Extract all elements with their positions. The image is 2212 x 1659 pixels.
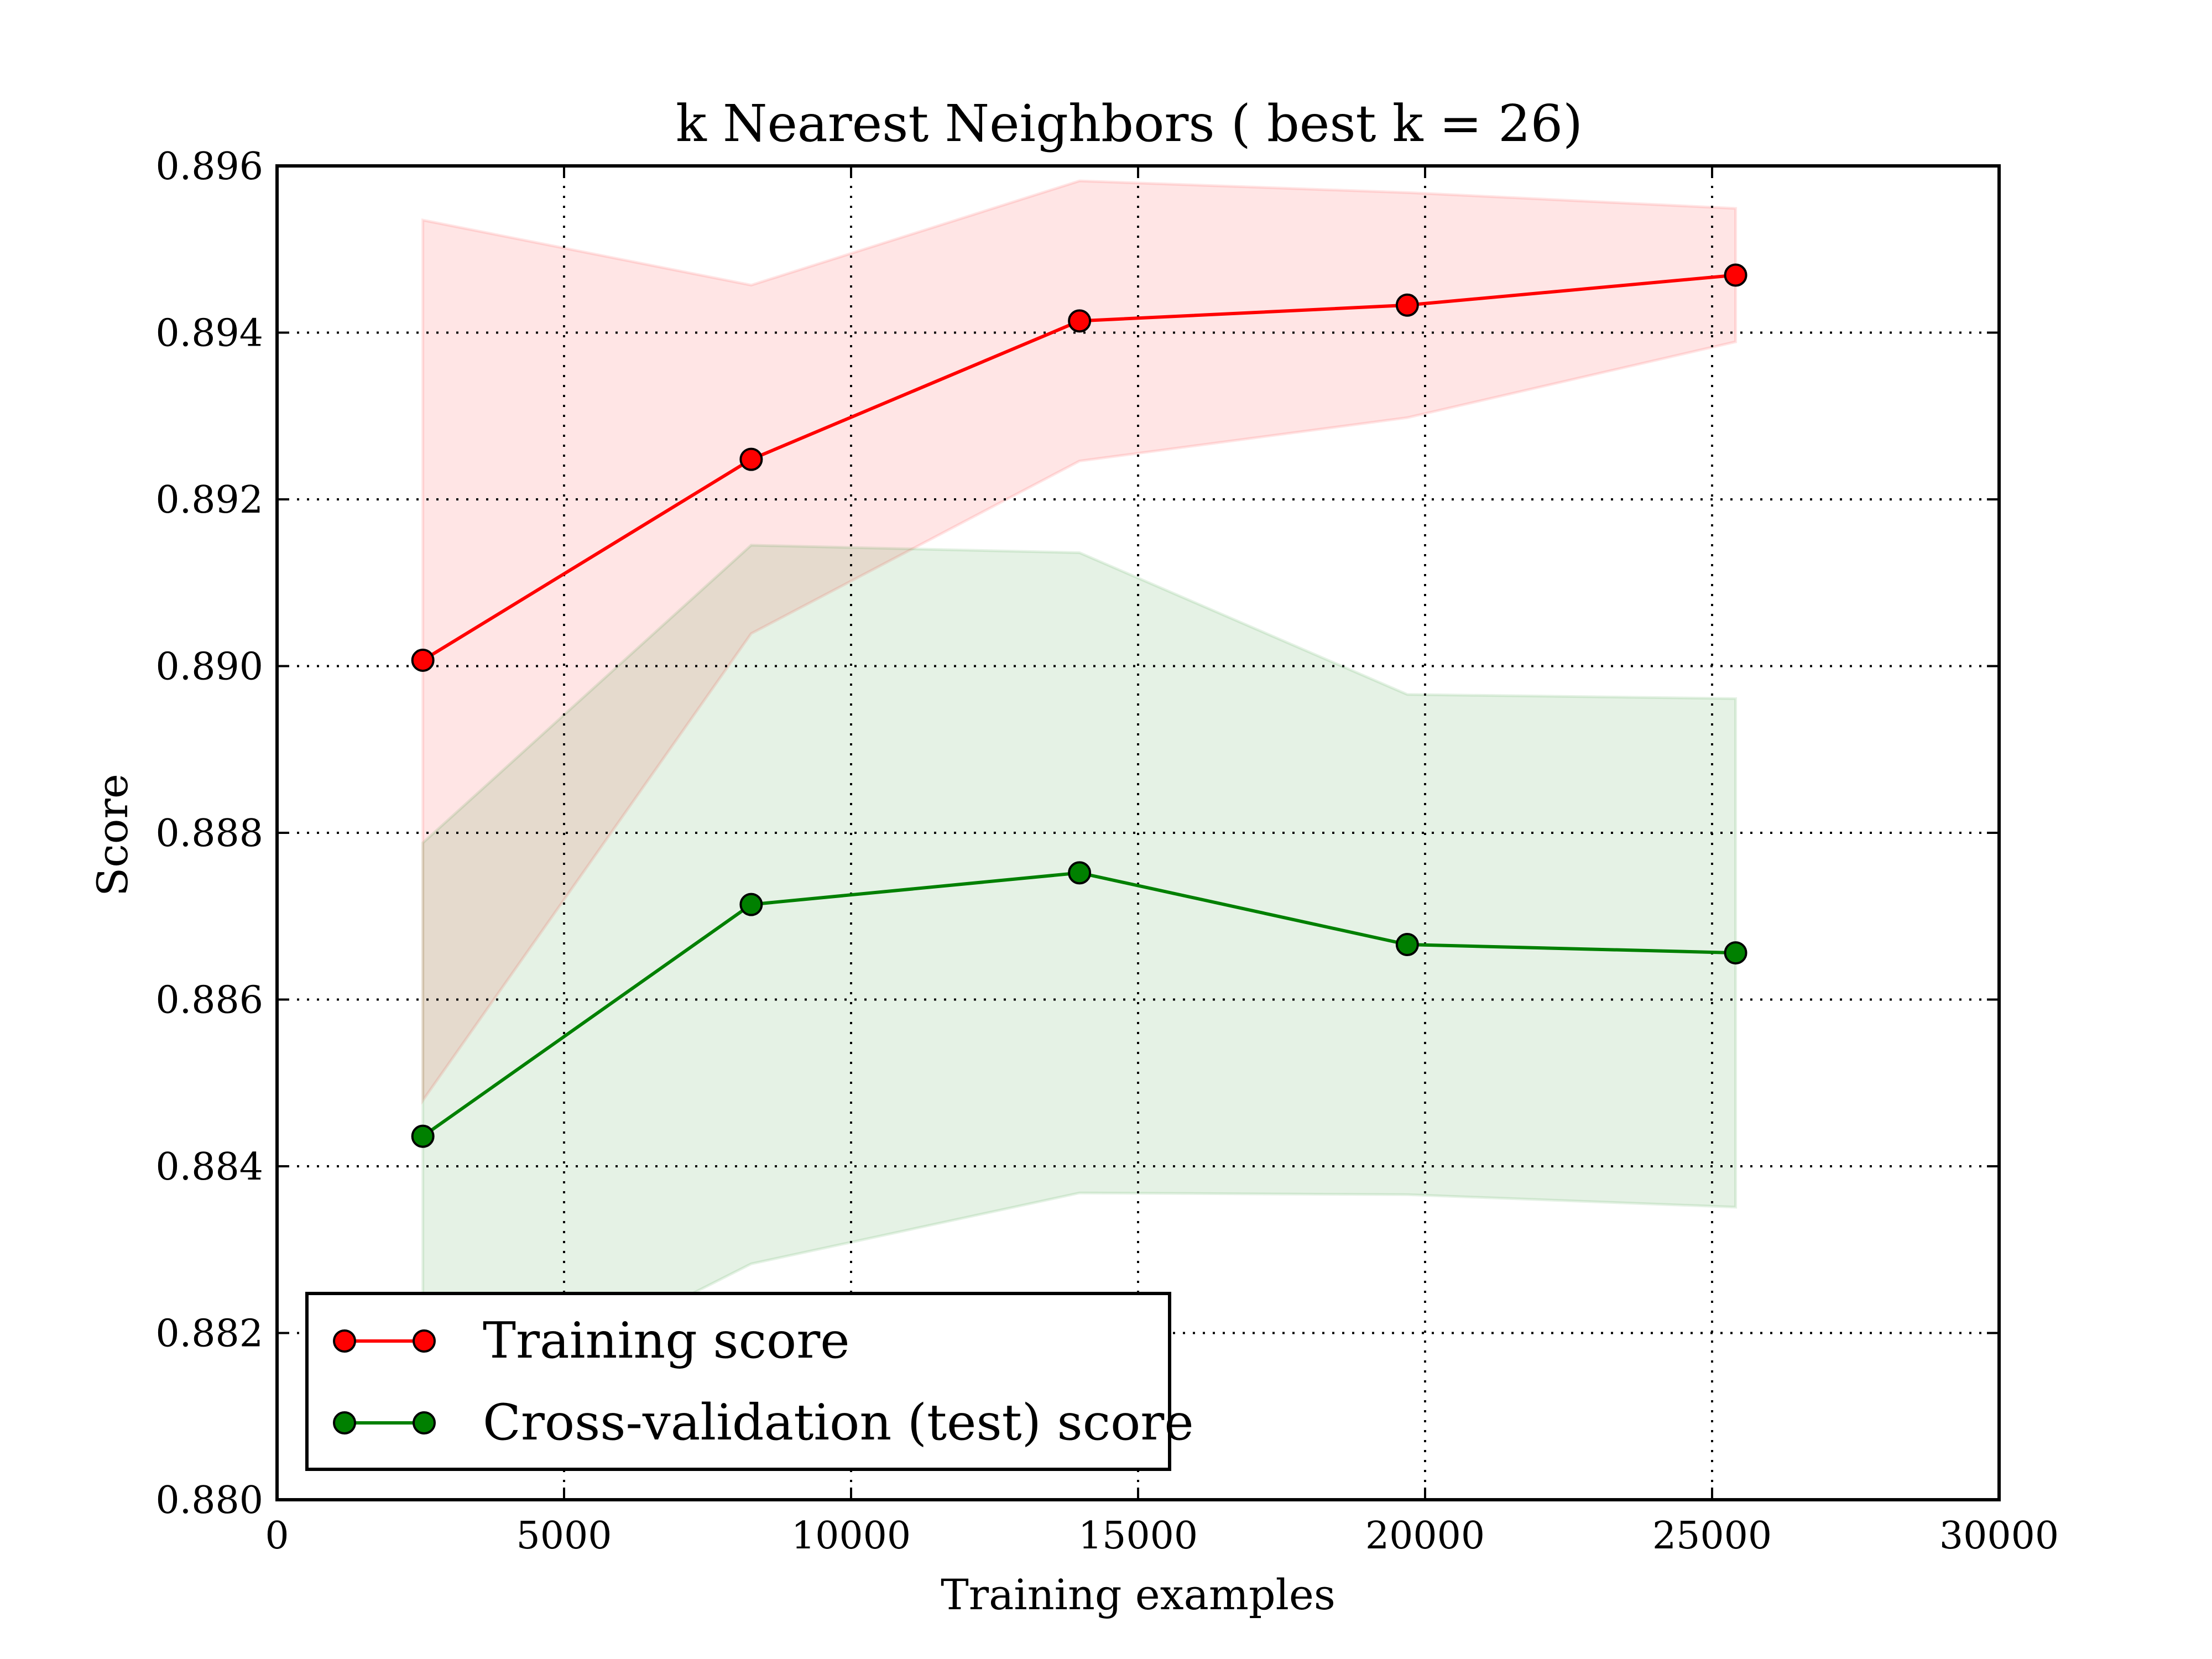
point-cross-validation-test-score (739, 893, 763, 916)
legend-label-cross-validation-test-score: Cross-validation (test) score (483, 1394, 1194, 1452)
point-cross-validation-test-score (411, 1124, 435, 1148)
legend-marker-training-score (413, 1329, 436, 1353)
legend-marker-cross-validation-test-score (413, 1411, 436, 1434)
y-tick-label: 0.886 (155, 979, 263, 1022)
legend-marker-cross-validation-test-score (333, 1411, 356, 1434)
legend-box (305, 1292, 1171, 1471)
y-tick-label: 0.894 (155, 312, 263, 356)
legend-marker-training-score (333, 1329, 356, 1353)
x-tick-label: 10000 (791, 1514, 911, 1558)
legend: Training score Cross-validation (test) sc… (305, 1292, 1194, 1471)
y-tick-label: 0.888 (155, 812, 263, 855)
point-training-score (739, 447, 763, 471)
y-axis-label: Score (88, 774, 137, 896)
y-tick-label: 0.880 (155, 1479, 263, 1522)
point-training-score (1724, 263, 1747, 287)
point-training-score (1068, 309, 1092, 333)
x-tick-label: 20000 (1365, 1514, 1485, 1558)
grid-lines (277, 166, 1999, 1500)
x-tick-label: 15000 (1078, 1514, 1198, 1558)
x-tick-label: 0 (265, 1514, 289, 1558)
y-tick-label: 0.884 (155, 1145, 263, 1189)
y-tick-label: 0.896 (155, 145, 263, 189)
point-cross-validation-test-score (1395, 933, 1419, 957)
point-training-score (1395, 293, 1419, 317)
point-cross-validation-test-score (1068, 861, 1092, 885)
x-axis-ticks: 0 5000 10000 15000 20000 25000 30000 (265, 166, 2059, 1558)
x-tick-label: 25000 (1652, 1514, 1772, 1558)
band-training-score (421, 179, 1738, 1105)
series-markers (411, 263, 1747, 1148)
y-tick-label: 0.882 (155, 1312, 263, 1356)
point-training-score (411, 648, 435, 672)
point-cross-validation-test-score (1724, 941, 1747, 965)
x-axis-label: Training examples (941, 1570, 1335, 1619)
chart-title: k Nearest Neighbors ( best k = 26) (676, 94, 1583, 153)
x-tick-label: 30000 (1939, 1514, 2059, 1558)
y-tick-label: 0.892 (155, 478, 263, 522)
legend-label-training-score: Training score (483, 1312, 850, 1370)
x-tick-label: 5000 (516, 1514, 612, 1558)
y-axis-ticks: 0.880 0.882 0.884 0.886 0.888 0.890 0.892 0.894… (155, 145, 1999, 1522)
confidence-bands (421, 179, 1738, 1432)
y-tick-label: 0.890 (155, 645, 263, 689)
